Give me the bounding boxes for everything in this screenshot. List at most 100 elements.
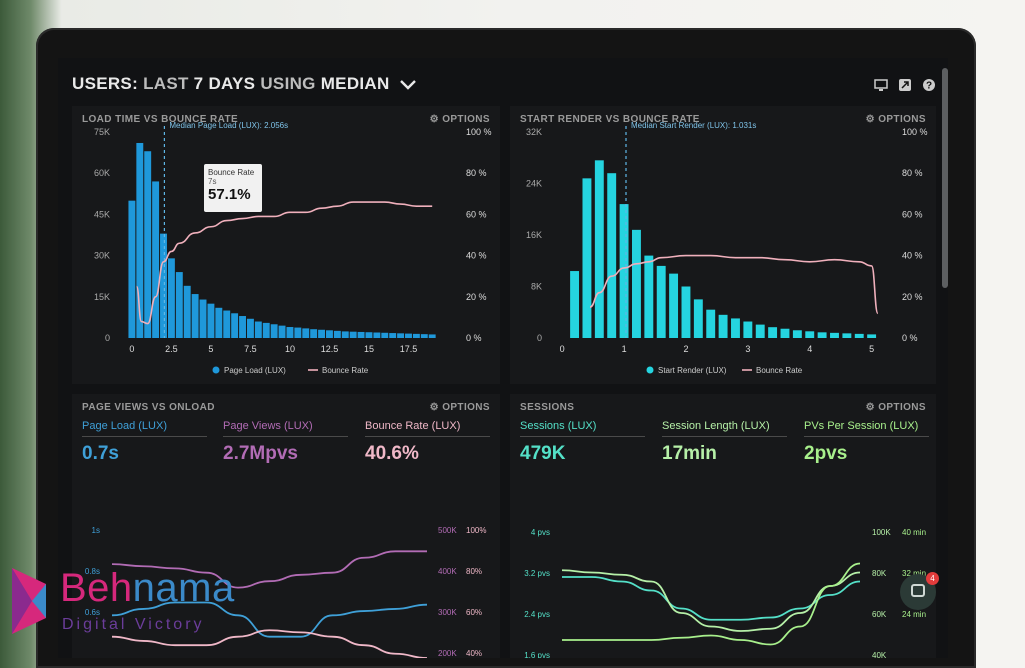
y-tick-label: 45K [94,209,110,219]
options-button[interactable]: ⚙ OPTIONS [865,402,926,413]
x-tick-label: 10 [285,344,295,354]
share-icon[interactable] [898,78,912,92]
bar [718,314,728,338]
series-line [561,569,861,632]
bar [183,285,191,338]
y-tick-label: 3.2 pvs [524,569,550,578]
bar [144,151,152,338]
legend-label: Page Load (LUX) [224,366,286,375]
bar [373,332,381,338]
bar [867,334,877,338]
y3-tick-label: 100% [466,526,486,535]
bar [207,303,215,338]
bar [254,321,262,338]
x-tick-label: 5 [869,344,874,354]
chat-icon [911,584,925,597]
metric-bounce-rate: Bounce Rate (LUX) 40.6% [365,420,490,465]
options-button[interactable]: ⚙ OPTIONS [429,114,490,125]
load-time-panel: LOAD TIME VS BOUNCE RATE ⚙ OPTIONS 0 15K 3… [72,106,500,384]
panel-title: PAGE VIEWS VS ONLOAD [82,402,215,413]
metric-value: 2pvs [804,443,848,464]
metric-sessions: Sessions (LUX) 479K [520,420,645,465]
metric-label: Sessions (LUX) [520,420,645,437]
series-line [111,629,428,658]
y2-tick-label: 20 % [466,292,487,302]
panel-title: LOAD TIME VS BOUNCE RATE [82,114,239,125]
bar [302,328,310,338]
start-render-panel: START RENDER VS BOUNCE RATE ⚙ OPTIONS 0 8… [510,106,936,384]
bar [669,273,679,338]
metric-value: 17min [662,443,717,464]
bar [231,313,239,338]
sessions-panel: SESSIONS ⚙ OPTIONS Sessions (LUX) 479K S… [510,394,936,658]
scrollbar[interactable] [942,68,948,288]
bar [246,318,254,338]
x-tick-label: 7.5 [244,344,257,354]
y-tick-label: 32K [526,127,542,137]
x-tick-label: 4 [807,344,812,354]
bar [270,324,278,338]
series-line [561,562,861,646]
y2-tick-label: 80 % [902,168,923,178]
bar [199,299,207,338]
bar [397,333,405,338]
panel-title: SESSIONS [520,402,575,413]
x-tick-label: 5 [208,344,213,354]
x-tick-label: 1 [622,344,627,354]
chevron-down-icon[interactable] [399,79,417,91]
bar [755,324,765,338]
title-part: MEDIAN [320,74,390,93]
start-render-chart: 0 8K 16K 24K 32K 0 % 20 % 40 % 60 % 80 % 100 % 0 1 2 3… [526,121,928,375]
bar [842,333,852,338]
bar [175,272,183,338]
bar [731,318,740,338]
y2-tick-label: 0 % [902,333,918,343]
brand-name-a: Beh [60,566,133,610]
bar [326,330,333,338]
options-button[interactable]: ⚙ OPTIONS [429,402,490,413]
help-icon[interactable]: ? [922,78,936,92]
y-tick-label: 0 [537,333,542,343]
bar [365,332,373,338]
bar [420,334,428,338]
bar [582,178,592,338]
y2-tick-label: 200K [438,649,457,658]
y2-tick-label: 60K [872,610,887,619]
x-tick-label: 12.5 [321,344,339,354]
y3-tick-label: 60% [466,608,482,617]
bar [294,327,302,338]
svg-text:?: ? [926,81,932,92]
median-label: Median Page Load (LUX): 2.056s [169,121,288,130]
metric-page-load: Page Load (LUX) 0.7s [82,420,207,465]
x-tick-label: 15 [364,344,374,354]
metric-session-length: Session Length (LUX) 17min [662,420,787,465]
y2-tick-label: 40 % [902,251,923,261]
options-button[interactable]: ⚙ OPTIONS [865,114,926,125]
y-tick-label: 4 pvs [531,528,550,537]
bar [817,332,827,338]
page-title[interactable]: USERS: LAST 7 DAYS USING MEDIAN [72,74,417,94]
y-tick-label: 75K [94,127,110,137]
metric-label: Session Length (LUX) [662,420,787,437]
bar [160,233,167,338]
bar [286,327,294,338]
bar [357,331,365,338]
y-tick-label: 2.4 pvs [524,610,550,619]
x-tick-label: 0 [129,344,134,354]
y2-tick-label: 0 % [466,333,482,343]
bar [830,332,839,338]
bar [792,330,802,338]
y-tick-label: 15K [94,292,110,302]
bar [333,330,341,338]
page-views-panel: PAGE VIEWS VS ONLOAD ⚙ OPTIONS Page Load… [72,394,500,658]
legend-marker [212,366,220,374]
bar [405,333,412,338]
options-label: OPTIONS [442,114,490,125]
bar [239,316,246,338]
bar [128,200,136,338]
y3-tick-label: 40 min [902,528,926,537]
watermark-logo: Behnama Digital Victory [8,566,234,641]
y3-tick-label: 40% [466,649,482,658]
bar [632,229,641,338]
monitor-icon[interactable] [874,78,888,92]
